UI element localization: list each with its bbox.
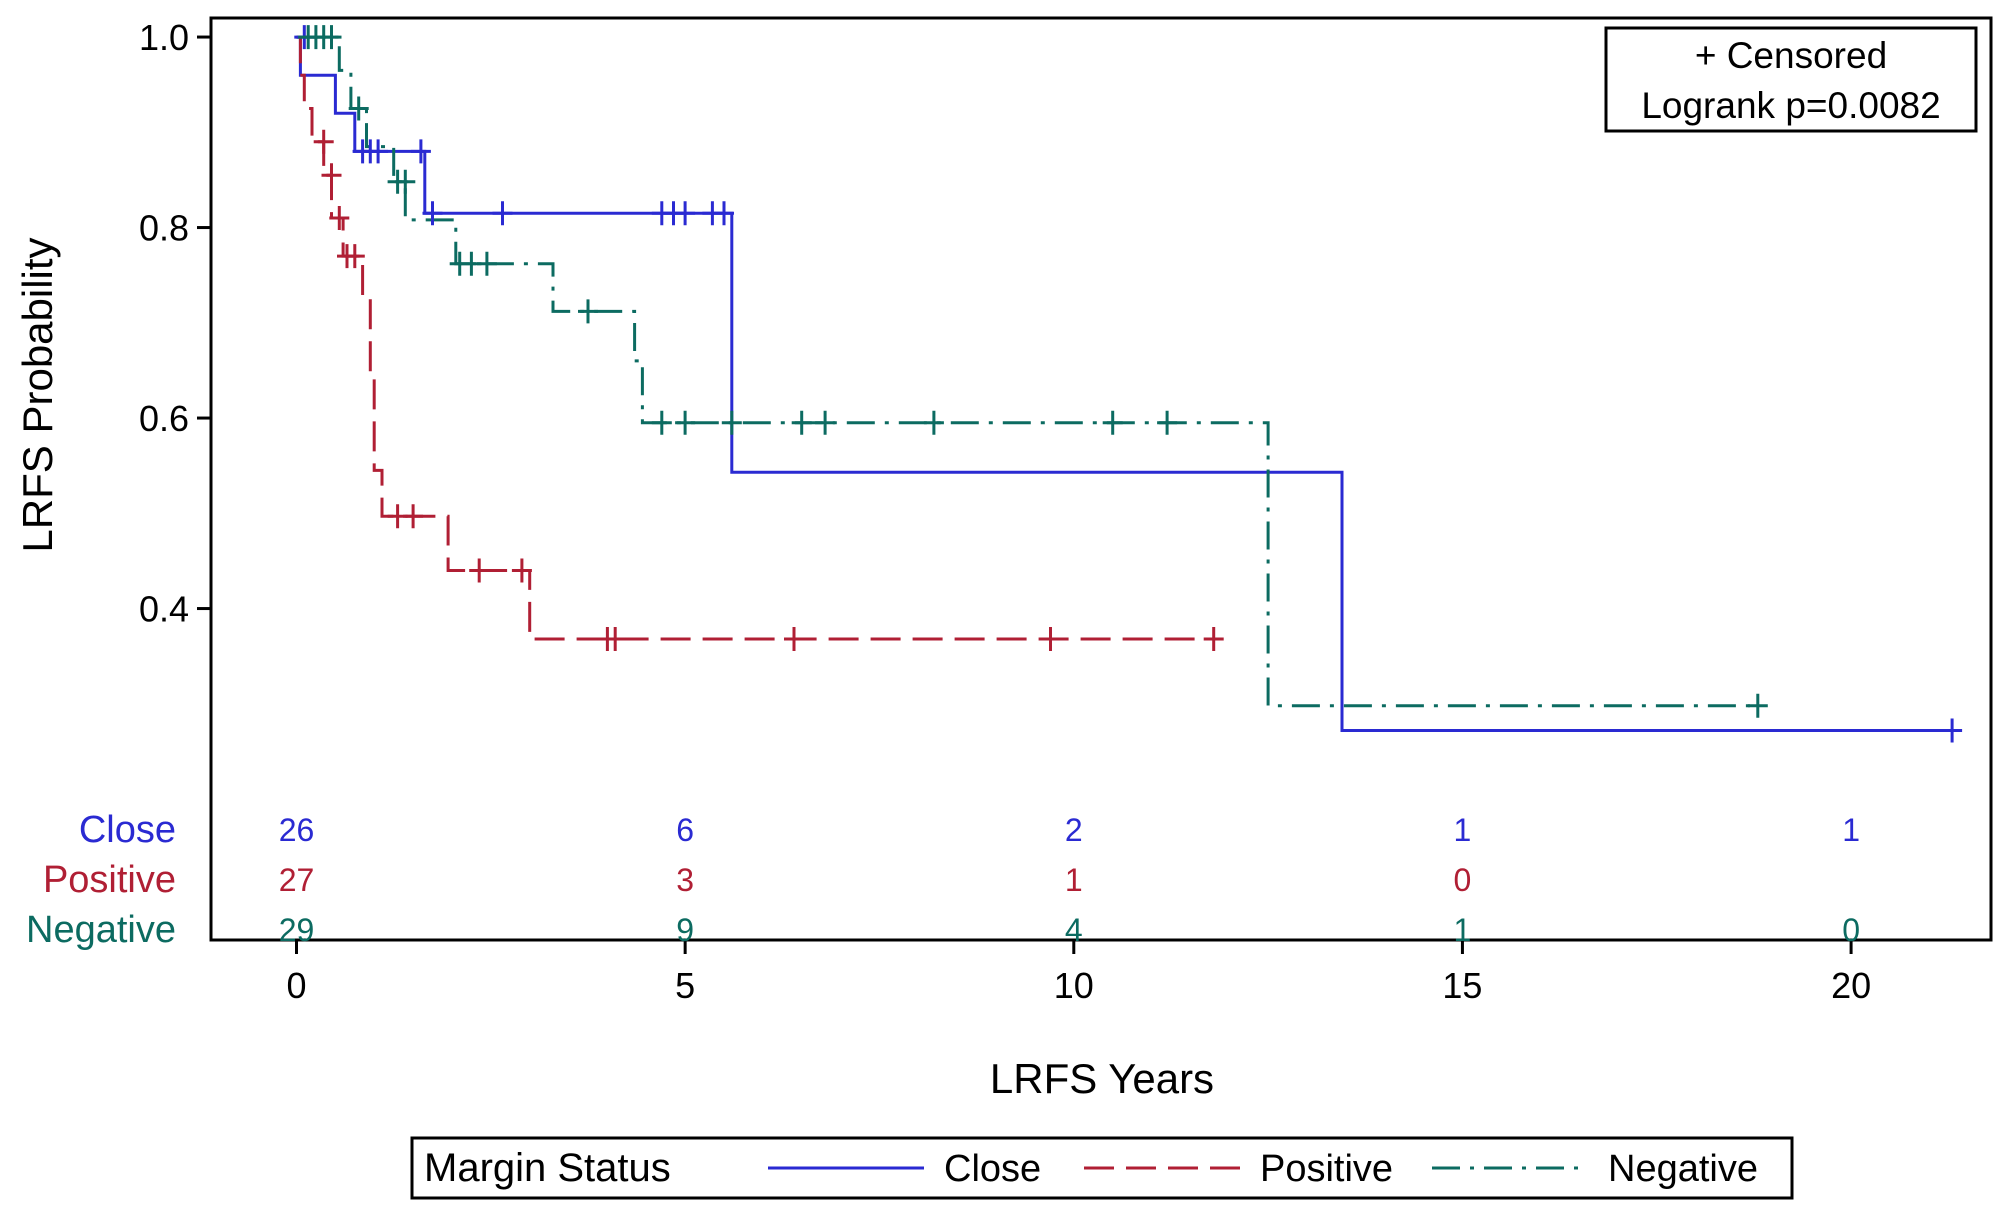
censor-mark-close bbox=[410, 139, 431, 164]
censor-mark-close bbox=[714, 201, 734, 226]
stats-inset-box bbox=[1604, 26, 1978, 133]
censor-mark-negative bbox=[721, 410, 742, 435]
at-risk-count-close: 6 bbox=[676, 812, 694, 848]
at-risk-count-negative: 1 bbox=[1454, 912, 1472, 948]
censor-mark-negative bbox=[476, 251, 497, 276]
censor-mark-positive bbox=[321, 163, 342, 188]
curve-close bbox=[296, 35, 1953, 732]
x-tick-label: 15 bbox=[1442, 965, 1482, 1006]
at-risk-count-negative: 0 bbox=[1842, 912, 1860, 948]
censor-mark-positive bbox=[313, 129, 334, 154]
legend-label-positive: Positive bbox=[1260, 1148, 1393, 1190]
censor-marks bbox=[294, 25, 1963, 743]
survival-curves bbox=[296, 35, 1953, 732]
x-tick-label: 10 bbox=[1054, 965, 1094, 1006]
y-tick-label: 0.4 bbox=[139, 589, 189, 630]
censored-note: + Censored bbox=[1695, 35, 1887, 76]
curve-negative bbox=[296, 35, 1758, 708]
at-risk-count-positive: 1 bbox=[1065, 862, 1083, 898]
censor-mark-positive bbox=[1203, 627, 1224, 651]
censor-mark-positive bbox=[784, 627, 804, 651]
censor-mark-close bbox=[1942, 718, 1963, 743]
censor-mark-negative bbox=[1747, 693, 1768, 718]
censor-mark-negative bbox=[1157, 410, 1178, 435]
at-risk-count-positive: 0 bbox=[1454, 862, 1472, 898]
censor-mark-negative bbox=[675, 410, 696, 435]
curve-positive bbox=[296, 35, 1214, 641]
stats-inset: + Censored Logrank p=0.0082 bbox=[1604, 26, 1978, 133]
censor-mark-negative bbox=[791, 410, 812, 435]
at-risk-count-negative: 29 bbox=[279, 912, 315, 948]
at-risk-label-close: Close bbox=[79, 809, 176, 851]
legend-label-close: Close bbox=[944, 1148, 1041, 1190]
censor-mark-positive bbox=[511, 558, 532, 583]
at-risk-count-close: 2 bbox=[1065, 812, 1083, 848]
at-risk-count-close: 1 bbox=[1842, 812, 1860, 848]
censor-mark-negative bbox=[923, 410, 944, 435]
at-risk-count-close: 26 bbox=[279, 812, 315, 848]
legend-items: Close Positive Negative bbox=[768, 1148, 1758, 1190]
censor-mark-negative bbox=[321, 25, 342, 50]
censor-mark-positive bbox=[344, 244, 365, 269]
y-tick-label: 0.6 bbox=[139, 398, 189, 439]
x-axis: 0 5 10 15 20 bbox=[286, 940, 1871, 1006]
censor-mark-positive bbox=[605, 627, 626, 651]
censor-mark-positive bbox=[469, 558, 490, 583]
at-risk-label-positive: Positive bbox=[43, 859, 176, 901]
plot-frame bbox=[209, 16, 1993, 942]
legend: Margin Status Close Positive Negative bbox=[410, 1136, 1794, 1200]
legend-title: Margin Status bbox=[424, 1146, 671, 1190]
censor-mark-positive bbox=[1040, 627, 1061, 651]
censor-mark-negative bbox=[348, 96, 369, 121]
censor-mark-close bbox=[422, 201, 443, 226]
censor-mark-negative bbox=[1102, 410, 1123, 435]
at-risk-count-negative: 4 bbox=[1065, 912, 1083, 948]
censor-mark-negative bbox=[651, 410, 672, 435]
censor-mark-negative bbox=[815, 410, 836, 435]
censor-mark-negative bbox=[395, 169, 416, 194]
at-risk-count-negative: 9 bbox=[676, 912, 694, 948]
at-risk-table: Close 26 6 2 1 1 Positive 27 3 1 0 Negative 29 9 4 1 0 bbox=[26, 809, 1860, 951]
legend-label-negative: Negative bbox=[1608, 1148, 1758, 1190]
at-risk-count-positive: 3 bbox=[676, 862, 694, 898]
censor-mark-close bbox=[368, 139, 389, 164]
at-risk-label-negative: Negative bbox=[26, 909, 176, 951]
censor-mark-positive bbox=[329, 206, 350, 230]
censor-mark-positive bbox=[403, 504, 424, 529]
logrank-note: Logrank p=0.0082 bbox=[1641, 85, 1940, 126]
y-axis-label: LRFS Probability bbox=[14, 237, 61, 552]
at-risk-count-positive: 27 bbox=[279, 862, 315, 898]
censor-mark-close bbox=[492, 201, 513, 226]
at-risk-count-close: 1 bbox=[1454, 812, 1472, 848]
y-tick-label: 0.8 bbox=[139, 208, 189, 249]
x-axis-label: LRFS Years bbox=[990, 1055, 1214, 1102]
censor-mark-negative bbox=[578, 299, 598, 324]
x-tick-label: 0 bbox=[286, 965, 306, 1006]
y-tick-label: 1.0 bbox=[139, 17, 189, 58]
x-tick-label: 5 bbox=[675, 965, 695, 1006]
y-axis: 0.4 0.6 0.8 1.0 bbox=[139, 17, 211, 630]
censor-mark-close bbox=[675, 201, 696, 226]
x-tick-label: 20 bbox=[1831, 965, 1871, 1006]
